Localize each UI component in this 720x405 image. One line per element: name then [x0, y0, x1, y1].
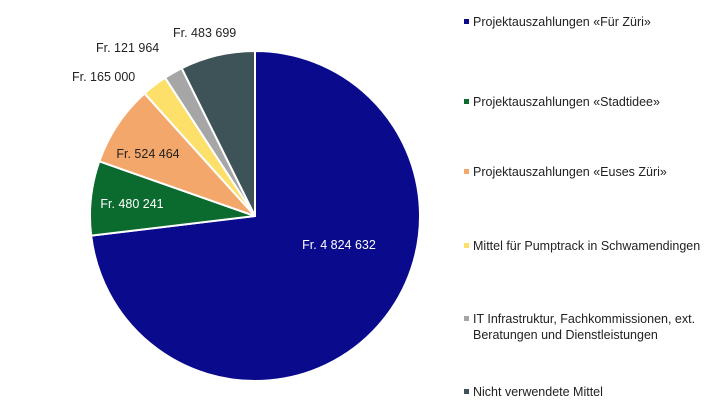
legend-label-euses-zueri: Projektauszahlungen «Euses Züri»: [473, 165, 667, 179]
legend-label-fuer-zueri: Projektauszahlungen «Für Züri»: [473, 15, 651, 29]
legend-swatch-it-infrastruktur: [464, 316, 469, 321]
slice-label-it-infrastruktur: Fr. 121 964: [96, 41, 159, 55]
legend-item-fuer-zueri: Projektauszahlungen «Für Züri»: [464, 14, 714, 30]
legend-swatch-pumptrack: [464, 243, 469, 248]
legend-label-it-infrastruktur: IT Infrastruktur, Fachkommissionen, ext.…: [473, 312, 696, 342]
legend-swatch-euses-zueri: [464, 169, 469, 174]
legend-item-nicht-verwendet: Nicht verwendete Mittel: [464, 384, 714, 400]
legend-item-pumptrack: Mittel für Pumptrack in Schwamendingen: [464, 238, 714, 254]
legend-swatch-stadtidee: [464, 99, 469, 104]
legend-label-nicht-verwendet: Nicht verwendete Mittel: [473, 385, 603, 399]
slice-label-stadtidee: Fr. 480 241: [100, 197, 163, 211]
legend-item-stadtidee: Projektauszahlungen «Stadtidee»: [464, 94, 714, 110]
legend-swatch-nicht-verwendet: [464, 389, 469, 394]
slice-label-nicht-verwendet: Fr. 483 699: [173, 26, 236, 40]
legend-label-stadtidee: Projektauszahlungen «Stadtidee»: [473, 95, 660, 109]
pie-chart: Fr. 4 824 632 Fr. 480 241 Fr. 524 464 Fr. 1…: [72, 26, 421, 382]
slice-label-pumptrack: Fr. 165 000: [72, 70, 135, 84]
legend-item-euses-zueri: Projektauszahlungen «Euses Züri»: [464, 164, 714, 180]
slice-label-euses-zueri: Fr. 524 464: [116, 147, 179, 161]
legend-label-pumptrack: Mittel für Pumptrack in Schwamendingen: [473, 239, 701, 253]
legend-item-it-infrastruktur: IT Infrastruktur, Fachkommissionen, ext.…: [464, 311, 714, 343]
slice-label-fuer-zueri: Fr. 4 824 632: [302, 238, 376, 252]
pie-slice-nicht-verwendet: [180, 49, 256, 217]
legend: Projektauszahlungen «Für Züri» Projektau…: [464, 0, 714, 405]
legend-swatch-fuer-zueri: [464, 19, 469, 24]
